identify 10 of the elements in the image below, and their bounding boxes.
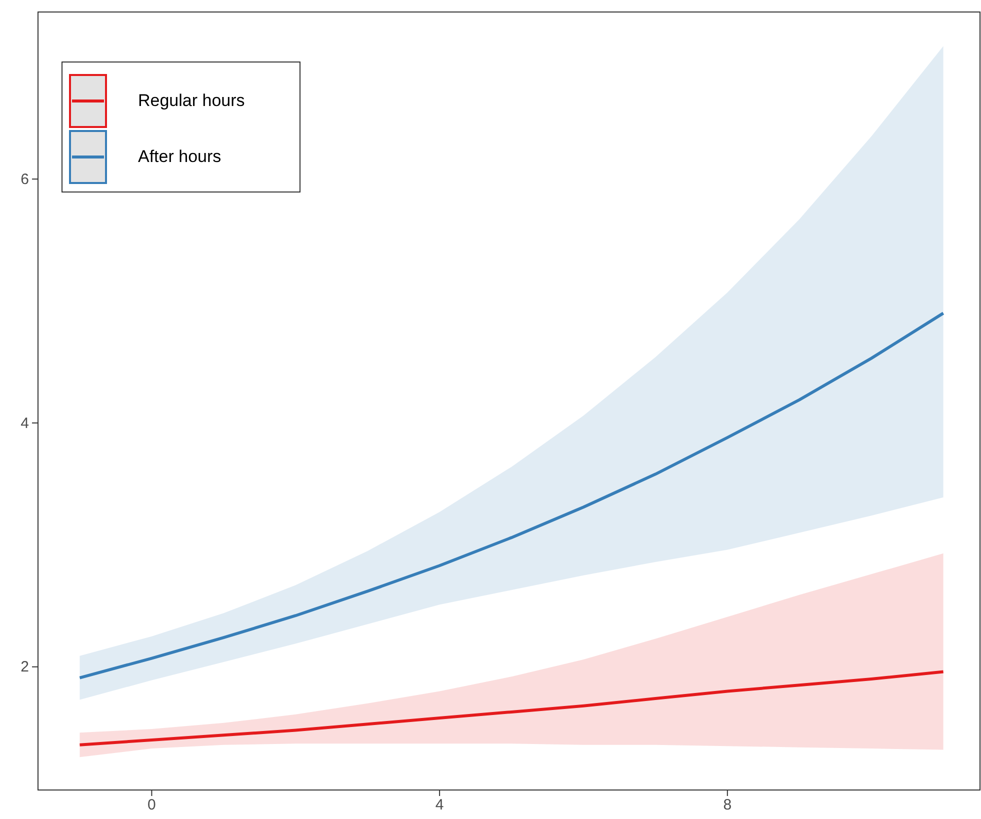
legend-label: Regular hours [138, 91, 245, 110]
x-tick-label: 0 [148, 796, 156, 814]
x-tick-label: 8 [723, 796, 732, 814]
x-tick-label: 4 [435, 796, 444, 814]
y-tick-label: 4 [20, 414, 29, 432]
line-series [78, 312, 945, 680]
y-tick-label: 6 [20, 170, 29, 188]
line-series [78, 670, 945, 746]
legend-label: After hours [138, 147, 222, 166]
y-tick-label: 2 [20, 658, 29, 676]
